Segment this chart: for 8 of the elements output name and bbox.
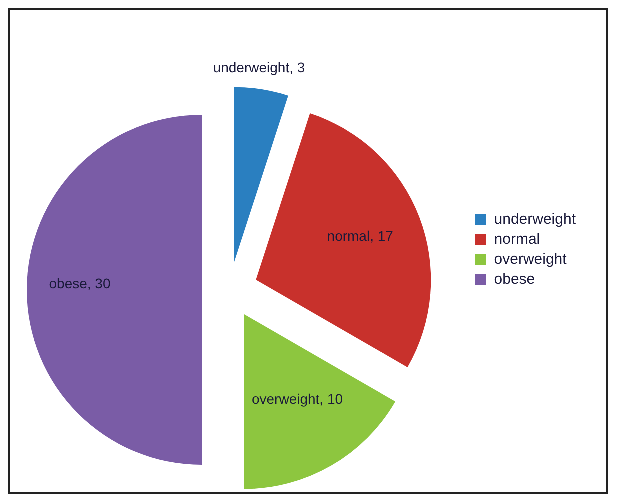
data-label: overweight, 10: [252, 390, 344, 407]
data-label: obese, 30: [49, 276, 111, 292]
data-label: normal, 17: [327, 228, 394, 244]
legend-label: normal: [494, 231, 540, 248]
legend-label: overweight: [494, 251, 567, 268]
legend-label: underweight: [494, 211, 576, 228]
legend-label: obese: [494, 271, 536, 288]
data-label: underweight, 3: [213, 59, 306, 76]
